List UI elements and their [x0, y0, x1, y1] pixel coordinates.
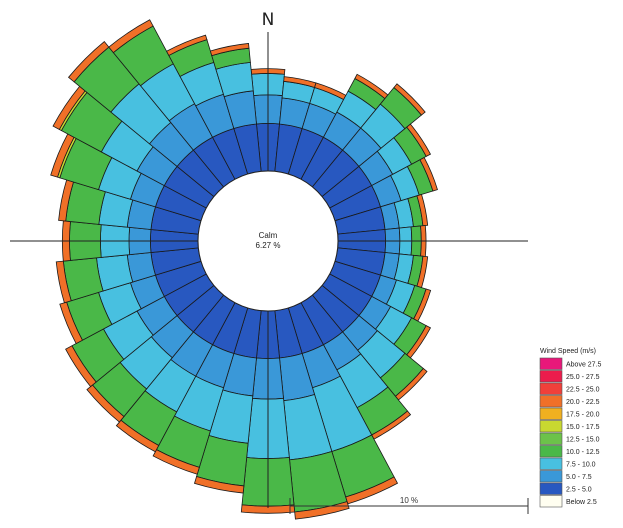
rose-segment: [193, 476, 245, 494]
rose-segment: [209, 42, 250, 57]
legend-swatch: [539, 457, 563, 470]
legend-swatch: [539, 495, 563, 508]
rose-segment: [393, 83, 426, 116]
legend-label: Below 2.5: [566, 499, 597, 506]
rose-segment: [108, 19, 154, 54]
legend-swatch: [539, 395, 563, 408]
rose-segment: [419, 156, 438, 192]
calm-label: Calm: [259, 231, 278, 240]
legend-label: Above 27.5: [566, 362, 602, 369]
legend-swatch: [539, 357, 563, 370]
legend-label: 12.5 - 15.0: [566, 437, 600, 444]
scale-label: 10 %: [400, 496, 418, 505]
legend-swatch: [539, 407, 563, 420]
rose-segment: [65, 345, 97, 388]
legend-title: Wind Speed (m/s): [540, 348, 596, 355]
legend-label: 25.0 - 27.5: [566, 374, 600, 381]
scale-bar: 10 %: [289, 496, 529, 514]
calm-value: 6.27 %: [256, 241, 281, 250]
legend-label: 20.0 - 22.5: [566, 399, 600, 406]
north-label: N: [262, 10, 275, 30]
legend-swatch: [539, 382, 563, 395]
legend-swatch: [539, 482, 563, 495]
legend-swatch: [539, 432, 563, 445]
legend: Wind Speed (m/s) Above 27.5 25.0 - 27.5 22…: [539, 348, 602, 508]
legend-swatch: [539, 370, 563, 383]
calm-circle: [197, 170, 339, 312]
legend-label: 7.5 - 10.0: [566, 462, 596, 469]
legend-label: 5.0 - 7.5: [566, 474, 592, 481]
legend-label: 17.5 - 20.0: [566, 412, 600, 419]
legend-swatch: [539, 445, 563, 458]
legend-label: 22.5 - 25.0: [566, 387, 600, 394]
rose-segment: [166, 34, 208, 56]
legend-label: 10.0 - 12.5: [566, 449, 600, 456]
rose-segment: [406, 123, 432, 157]
legend-swatch: [539, 470, 563, 483]
wind-rose-sectors: [50, 19, 438, 520]
legend-swatch: [539, 420, 563, 433]
legend-label: 15.0 - 17.5: [566, 424, 600, 431]
legend-label: 2.5 - 5.0: [566, 487, 592, 494]
